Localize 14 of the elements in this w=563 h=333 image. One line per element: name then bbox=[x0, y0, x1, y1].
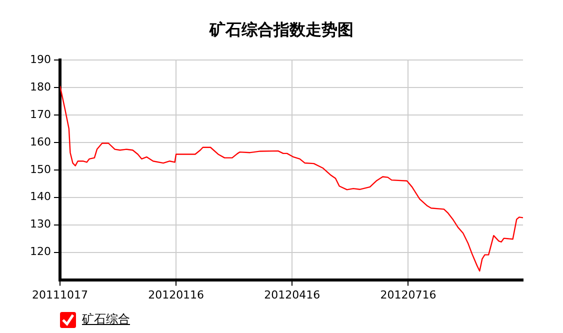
y-tick-label: 140 bbox=[30, 190, 51, 204]
x-tick-label: 20120116 bbox=[148, 288, 204, 302]
x-tick-label: 20120416 bbox=[264, 288, 320, 302]
y-tick-label: 120 bbox=[30, 245, 51, 258]
legend-label: 矿石综合 bbox=[82, 311, 130, 328]
y-tick-label: 150 bbox=[30, 162, 51, 176]
y-tick-label: 180 bbox=[30, 80, 51, 94]
x-tick-label: 20120716 bbox=[380, 288, 436, 302]
x-tick-label: 20111017 bbox=[32, 288, 88, 302]
y-tick-label: 160 bbox=[30, 135, 51, 148]
y-tick-label: 190 bbox=[30, 52, 51, 66]
y-tick-label: 170 bbox=[30, 108, 51, 121]
chart-title: 矿石综合指数走势图 bbox=[208, 20, 354, 41]
y-tick-label: 130 bbox=[30, 218, 51, 231]
